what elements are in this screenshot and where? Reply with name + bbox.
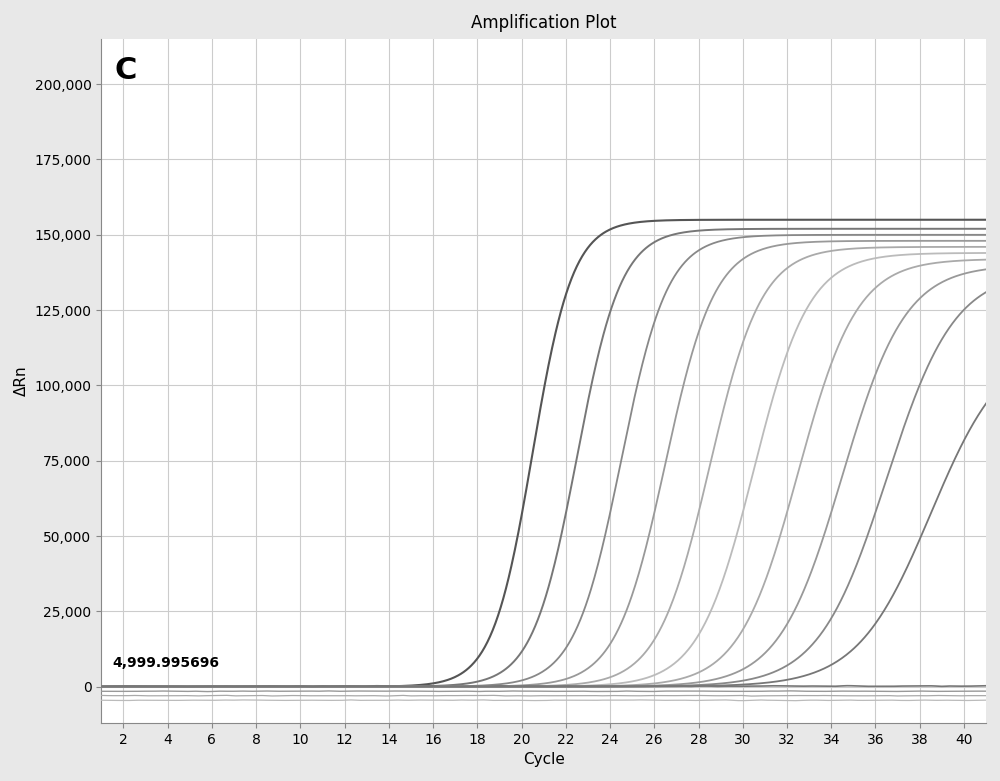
Title: Amplification Plot: Amplification Plot [471,14,616,32]
Text: 4,999.995696: 4,999.995696 [112,656,219,670]
X-axis label: Cycle: Cycle [523,752,565,767]
Y-axis label: ΔRn: ΔRn [14,366,29,396]
Text: C: C [114,56,137,85]
